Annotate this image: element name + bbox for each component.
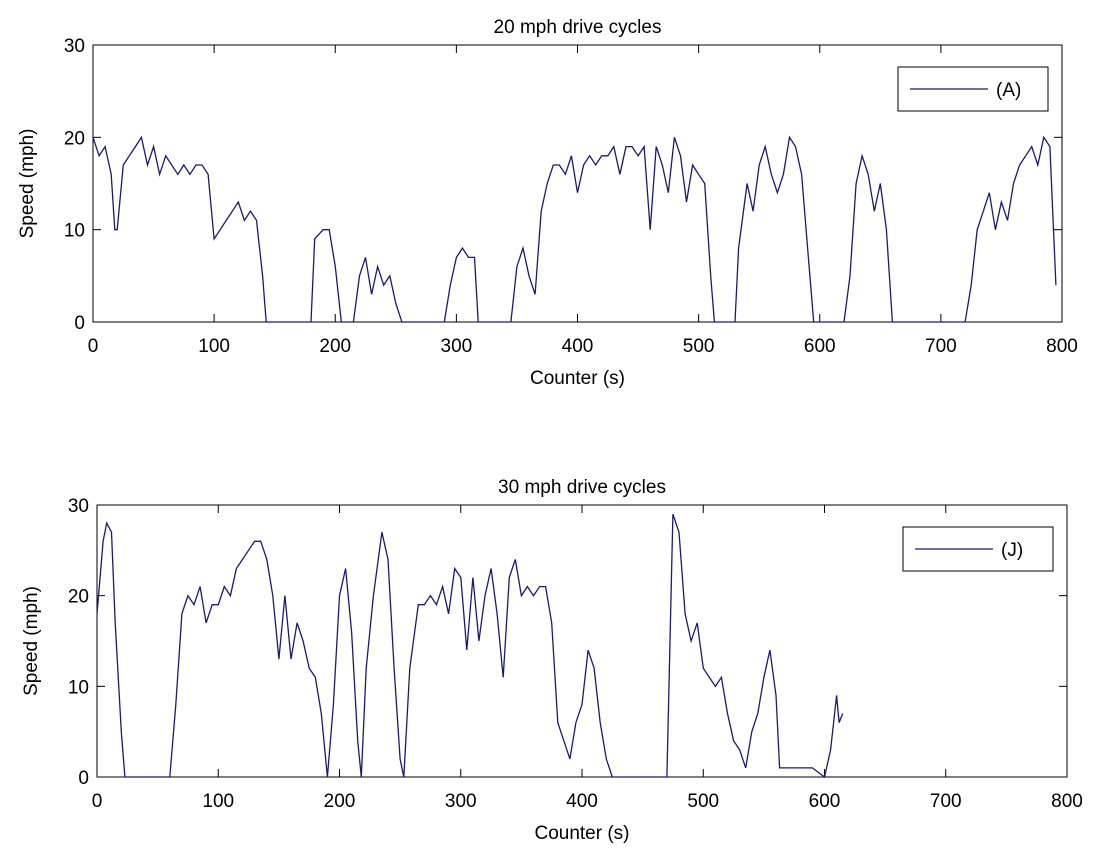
y-tick-label: 0 — [74, 313, 85, 334]
x-tick-label: 100 — [198, 336, 230, 357]
x-tick-label: 400 — [566, 791, 598, 812]
x-tick-label: 800 — [1046, 336, 1078, 357]
x-tick-label: 500 — [683, 336, 715, 357]
y-tick-label: 10 — [64, 221, 85, 242]
x-tick-label: 200 — [324, 791, 356, 812]
x-tick-label: 600 — [809, 791, 841, 812]
x-tick-label: 600 — [804, 336, 836, 357]
data-line — [96, 513, 844, 779]
y-tick-label: 20 — [68, 587, 89, 608]
x-axis-label: Counter (s) — [530, 368, 625, 389]
x-tick-label: 0 — [88, 336, 99, 357]
x-tick-label: 700 — [930, 791, 962, 812]
x-tick-label: 200 — [319, 336, 351, 357]
y-axis-label: Speed (mph) — [21, 586, 42, 696]
legend-label: (J) — [1001, 540, 1023, 561]
chart-title: 20 mph drive cycles — [494, 17, 662, 38]
y-tick-label: 0 — [78, 768, 89, 789]
x-tick-label: 800 — [1051, 791, 1083, 812]
y-tick-label: 30 — [68, 496, 89, 517]
legend-label: (A) — [996, 80, 1021, 101]
x-tick-label: 100 — [202, 791, 234, 812]
chart-title: 30 mph drive cycles — [498, 477, 666, 498]
x-tick-label: 400 — [562, 336, 594, 357]
y-tick-label: 20 — [64, 128, 85, 149]
x-tick-label: 300 — [445, 791, 477, 812]
y-tick-label: 30 — [64, 36, 85, 57]
data-line — [92, 135, 1057, 323]
x-tick-label: 0 — [92, 791, 103, 812]
x-axis-label: Counter (s) — [534, 823, 629, 844]
y-tick-label: 10 — [68, 677, 89, 698]
x-tick-label: 500 — [687, 791, 719, 812]
y-axis-label: Speed (mph) — [17, 129, 38, 239]
x-tick-label: 700 — [925, 336, 957, 357]
x-tick-label: 300 — [441, 336, 473, 357]
